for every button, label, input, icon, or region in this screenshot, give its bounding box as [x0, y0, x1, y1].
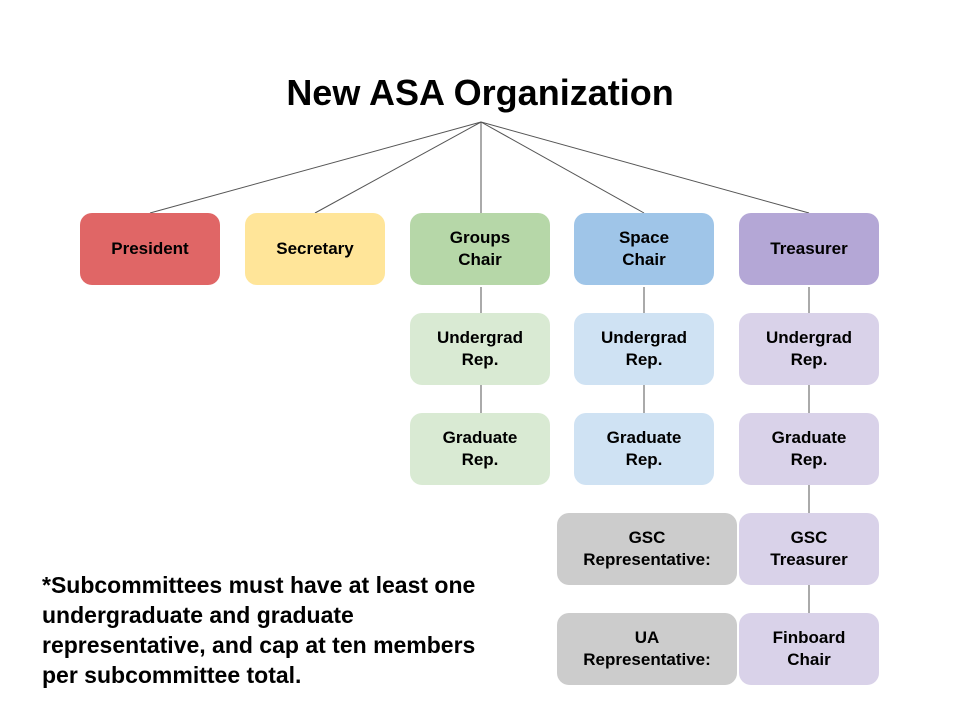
- connector-title-president: [149, 121, 482, 214]
- node-secretary: Secretary: [245, 213, 385, 285]
- node-space-undergrad-rep: Undergrad Rep.: [574, 313, 714, 385]
- node-groups-chair: Groups Chair: [410, 213, 550, 285]
- connector-title-treasurer: [480, 121, 810, 214]
- page-title: New ASA Organization: [286, 72, 674, 113]
- node-groups-graduate-rep: Graduate Rep.: [410, 413, 550, 485]
- node-gsc-treasurer: GSC Treasurer: [739, 513, 879, 585]
- node-finboard-chair: Finboard Chair: [739, 613, 879, 685]
- connector-title-space: [480, 121, 645, 214]
- node-space-chair: Space Chair: [574, 213, 714, 285]
- connector-title-secretary: [314, 121, 482, 214]
- node-president: President: [80, 213, 220, 285]
- node-space-graduate-rep: Graduate Rep.: [574, 413, 714, 485]
- node-treasurer: Treasurer: [739, 213, 879, 285]
- node-ua-representative: UA Representative:: [557, 613, 737, 685]
- node-treasurer-graduate-rep: Graduate Rep.: [739, 413, 879, 485]
- node-groups-undergrad-rep: Undergrad Rep.: [410, 313, 550, 385]
- footnote: *Subcommittees must have at least one un…: [42, 572, 476, 688]
- node-treasurer-undergrad-rep: Undergrad Rep.: [739, 313, 879, 385]
- node-gsc-representative: GSC Representative:: [557, 513, 737, 585]
